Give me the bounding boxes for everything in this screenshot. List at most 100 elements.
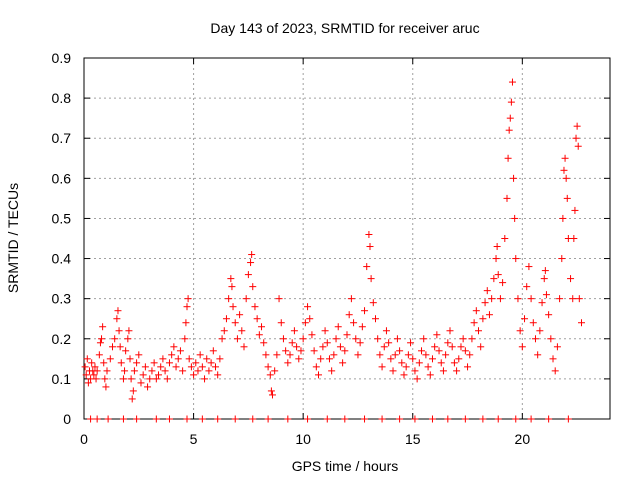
data-point (411, 415, 419, 423)
data-point (374, 335, 382, 343)
data-point (457, 343, 465, 351)
data-point (365, 230, 373, 238)
data-point (529, 319, 537, 327)
data-point (420, 335, 428, 343)
data-point (172, 363, 180, 371)
data-point (187, 363, 195, 371)
data-point (92, 375, 100, 383)
y-tick-label: 0.6 (52, 170, 72, 186)
data-point (558, 255, 566, 263)
data-point (361, 307, 369, 315)
data-point (407, 339, 415, 347)
data-point (82, 371, 90, 379)
data-point (411, 367, 419, 375)
data-point (242, 295, 250, 303)
data-point (116, 343, 124, 351)
data-point (233, 335, 241, 343)
data-point (343, 331, 351, 339)
data-point (569, 295, 577, 303)
data-point (124, 335, 132, 343)
data-point (542, 291, 550, 299)
data-point (264, 363, 272, 371)
data-point (212, 363, 219, 371)
data-point (279, 335, 287, 343)
data-point (98, 335, 106, 343)
y-axis-label: SRMTID / TECUs (5, 183, 21, 293)
data-point (194, 367, 202, 375)
data-point (455, 355, 463, 363)
data-point (284, 415, 292, 423)
data-point (560, 166, 568, 174)
data-point (310, 347, 318, 355)
plot-frame (83, 57, 611, 420)
data-point (479, 415, 487, 423)
data-point (247, 259, 255, 267)
data-point (218, 335, 226, 343)
data-points (81, 78, 586, 423)
data-point (251, 303, 259, 311)
data-point (378, 415, 386, 423)
data-point (137, 379, 145, 387)
data-point (301, 319, 309, 327)
data-point (567, 275, 575, 283)
data-point (461, 347, 469, 355)
data-point (190, 371, 198, 379)
data-point (527, 415, 535, 423)
data-point (437, 359, 445, 367)
data-point (319, 343, 327, 351)
data-point (192, 359, 200, 367)
data-point (184, 295, 192, 303)
data-point (424, 363, 432, 371)
data-point (570, 235, 578, 242)
data-point (299, 335, 307, 343)
data-point (514, 295, 522, 303)
data-point (470, 319, 478, 327)
data-point (450, 359, 458, 367)
data-point (90, 371, 98, 379)
data-point (179, 367, 187, 375)
data-point (396, 415, 404, 423)
data-point (127, 375, 135, 383)
data-point (545, 311, 553, 319)
data-point (282, 347, 290, 355)
data-point (119, 375, 127, 383)
data-point (258, 323, 266, 331)
data-point (404, 351, 412, 359)
data-point (527, 295, 535, 303)
data-point (347, 295, 355, 303)
data-point (439, 367, 447, 375)
data-point (525, 263, 533, 271)
data-point (83, 355, 91, 363)
data-point (571, 206, 579, 214)
data-point (104, 415, 112, 423)
data-point (91, 363, 99, 371)
data-point (493, 243, 501, 251)
x-tick-labels: 0 5 10 15 20 (80, 431, 530, 447)
data-point (209, 347, 217, 355)
data-point (393, 335, 401, 343)
data-point (121, 367, 129, 375)
data-point (125, 327, 133, 335)
data-point (444, 415, 452, 423)
data-point (385, 339, 393, 347)
y-tick-label: 0.5 (52, 210, 72, 226)
data-point (431, 343, 439, 351)
data-point (268, 391, 276, 399)
data-point (114, 307, 122, 315)
data-point (244, 271, 252, 279)
data-point (150, 359, 158, 367)
data-point (428, 415, 436, 423)
y-tick-label: 0.7 (52, 130, 72, 146)
data-point (382, 327, 390, 335)
data-point (295, 355, 303, 363)
data-point (165, 359, 173, 367)
data-point (341, 347, 349, 355)
data-point (510, 174, 518, 182)
data-point (205, 367, 213, 375)
data-point (540, 275, 548, 283)
data-point (201, 375, 209, 383)
data-point (102, 383, 110, 391)
data-point (563, 194, 571, 202)
data-point (562, 174, 570, 182)
